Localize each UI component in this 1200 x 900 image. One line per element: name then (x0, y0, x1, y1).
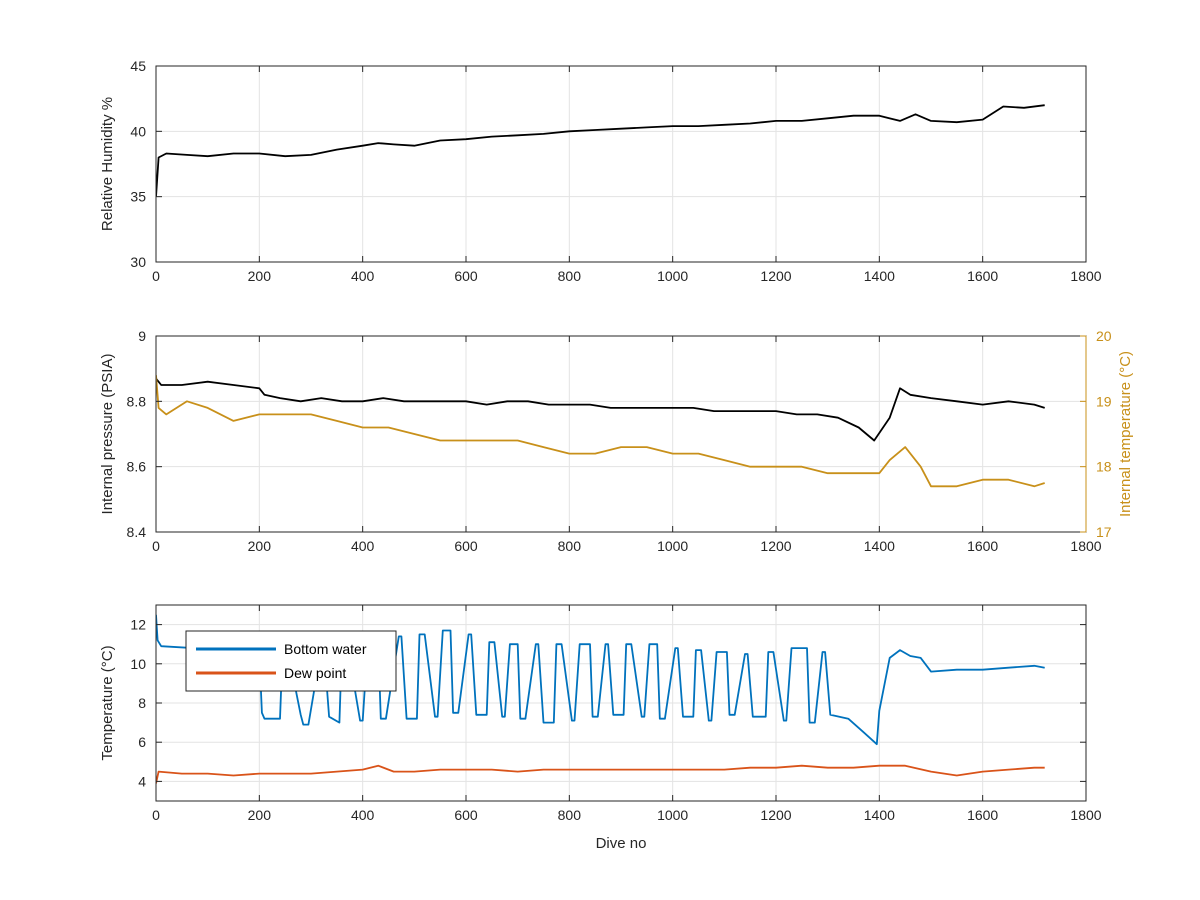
pressure-temperature-series-1-line (156, 375, 1045, 488)
water-dewpoint-ytick-label: 8 (138, 695, 146, 711)
humidity-xtick-label: 1600 (967, 268, 998, 284)
humidity-axes: 0 200 400 600 800 1000 1200 1400 1600 1800 30 35 40 4… (99, 58, 1102, 284)
dew-point-line (156, 764, 1045, 784)
humidity-xtick-label: 1800 (1070, 268, 1101, 284)
humidity-xtick-label: 1000 (657, 268, 688, 284)
pressure-temperature-xtick-label: 0 (152, 538, 160, 554)
water-dewpoint-xtick-label: 0 (152, 807, 160, 823)
water-dewpoint-xtick-label: 200 (248, 807, 272, 823)
water-dewpoint-xtick-label: 1400 (864, 807, 895, 823)
humidity-ytick-label: 45 (130, 58, 146, 74)
water-dewpoint-xtick-label: 400 (351, 807, 375, 823)
pressure-temperature-y2tick-label: 19 (1096, 393, 1112, 409)
legend-box (185, 630, 397, 692)
humidity-xtick-label: 800 (558, 268, 582, 284)
pressure-temperature-y2-axis-label: Internal temperature (°C) (1117, 351, 1134, 517)
humidity-xtick-label: 400 (351, 268, 375, 284)
water-dewpoint-xtick-label: 1800 (1070, 807, 1101, 823)
water-dewpoint-xtick-label: 1600 (967, 807, 998, 823)
humidity-xtick-label: 1400 (864, 268, 895, 284)
bottom-water-line (156, 614, 1045, 746)
water-dewpoint-y-axis-label: Temperature (°C) (99, 645, 116, 760)
pressure-temperature-ytick-label: 8.6 (127, 459, 147, 475)
humidity-xtick-label: 600 (454, 268, 478, 284)
humidity-y-axis-label: Relative Humidity % (99, 97, 116, 231)
pressure-temperature-xtick-label: 1800 (1070, 538, 1101, 554)
humidity-ytick-label: 30 (130, 254, 146, 270)
pressure-temperature-xtick-label: 600 (454, 538, 478, 554)
pressure-temperature-xtick-label: 1000 (657, 538, 688, 554)
legend-entry-dew-point: Dew point (284, 665, 346, 681)
pressure-temperature-y2tick-label: 20 (1096, 328, 1112, 344)
pressure-temperature-y-axis-label: Internal pressure (PSIA) (99, 354, 116, 515)
pressure-temperature-axes: 0 200 400 600 800 1000 1200 1400 1600 1800 8.4 8.6 8… (99, 328, 1134, 554)
pressure-temperature-y2tick-label: 18 (1096, 459, 1112, 475)
water-dewpoint-xtick-label: 800 (558, 807, 582, 823)
pressure-temperature-xtick-label: 1600 (967, 538, 998, 554)
water-dewpoint-xtick-label: 1000 (657, 807, 688, 823)
water-dewpoint-ytick-label: 10 (130, 656, 146, 672)
humidity-xtick-label: 200 (248, 268, 272, 284)
humidity-ytick-label: 35 (130, 189, 146, 205)
pressure-temperature-series-0-line (156, 377, 1045, 442)
water-dewpoint-x-axis-label: Dive no (596, 835, 647, 852)
pressure-temperature-xtick-label: 200 (248, 538, 272, 554)
pressure-temperature-y2tick-label: 17 (1096, 524, 1112, 540)
pressure-temperature-ytick-label: 8.8 (127, 393, 147, 409)
water-dewpoint-ytick-label: 6 (138, 734, 146, 750)
water-dewpoint-legend: Bottom water Dew point (185, 630, 397, 692)
humidity-xtick-label: 0 (152, 268, 160, 284)
pressure-temperature-xtick-label: 800 (558, 538, 582, 554)
humidity-xtick-label: 1200 (760, 268, 791, 284)
water-dewpoint-axes: 0 200 400 600 800 1000 1200 1400 1600 1800 4 6 8 10 12… (99, 604, 1102, 852)
pressure-temperature-xtick-label: 1400 (864, 538, 895, 554)
water-dewpoint-ytick-label: 12 (130, 617, 146, 633)
pressure-temperature-xtick-label: 400 (351, 538, 375, 554)
pressure-temperature-xtick-label: 1200 (760, 538, 791, 554)
pressure-temperature-ytick-label: 9 (138, 328, 146, 344)
water-dewpoint-xtick-label: 600 (454, 807, 478, 823)
pressure-temperature-ytick-label: 8.4 (127, 524, 147, 540)
legend-entry-bottom-water: Bottom water (284, 641, 367, 657)
humidity-axes-box (155, 65, 1087, 263)
water-dewpoint-xtick-label: 1200 (760, 807, 791, 823)
humidity-ytick-label: 40 (130, 123, 146, 139)
humidity-series-0-line (156, 104, 1045, 197)
water-dewpoint-ytick-label: 4 (138, 773, 146, 789)
